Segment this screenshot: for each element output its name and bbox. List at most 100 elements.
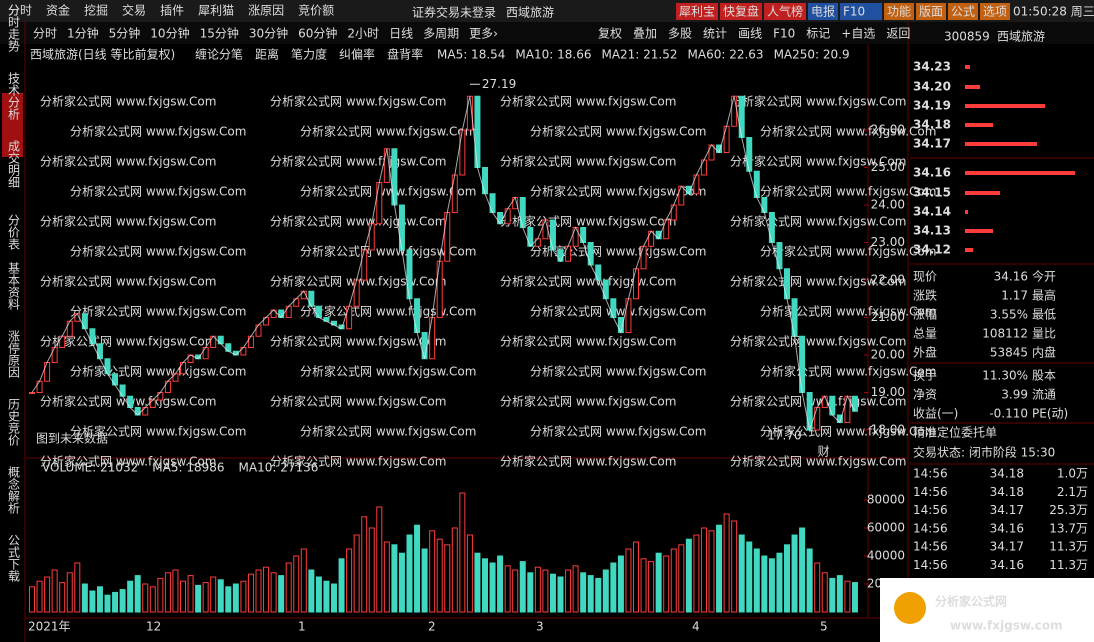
candle [799, 335, 806, 393]
menu-button[interactable]: 版面 [919, 5, 943, 19]
side-tab-active[interactable] [2, 93, 23, 157]
menu-button[interactable]: 人气榜 [767, 4, 803, 19]
volume-bar [723, 513, 730, 613]
side-tab[interactable]: 分时走势 [7, 4, 21, 52]
stat-label: 净资 [913, 388, 937, 402]
tool-button[interactable]: 多股 [668, 27, 692, 41]
candle [451, 174, 458, 213]
candle [444, 212, 451, 262]
menu-button-bg[interactable] [916, 3, 946, 20]
volume-bar [436, 538, 443, 613]
menu-button-bg[interactable] [764, 3, 806, 20]
menu-button-bg[interactable] [980, 3, 1010, 20]
period-tab[interactable]: 10分钟 [150, 26, 189, 41]
x-tick-label: 4 [692, 620, 700, 634]
x-tick-label: 3 [536, 620, 544, 634]
volume-bar [444, 544, 451, 613]
watermark: 分析家公式网 www.fxjgsw.Com [500, 454, 676, 469]
y-tick-label: 26.00 [871, 123, 905, 137]
low-label: 17.70 [767, 429, 801, 443]
period-tab[interactable]: 5分钟 [109, 26, 141, 41]
legend-entry: MA60: 22.63 [688, 48, 764, 62]
menu-button[interactable]: 公式 [951, 5, 975, 19]
period-tab[interactable]: 更多› [469, 27, 498, 41]
side-tab[interactable]: 概念解析 [7, 466, 21, 515]
tool-button[interactable]: F10 [773, 27, 795, 41]
side-tab[interactable]: 技术分析 [7, 72, 21, 121]
legend-entry: MA21: 21.52 [601, 48, 677, 62]
volume-bar [127, 580, 134, 613]
period-tab[interactable]: 多周期 [423, 27, 459, 41]
watermark: 分析家公式网 www.fxjgsw.Com [730, 214, 906, 229]
period-tab[interactable]: 日线 [389, 27, 413, 41]
volume-bar [391, 544, 398, 613]
menu-item[interactable]: 交易 [122, 3, 146, 18]
tool-button[interactable]: 统计 [703, 27, 727, 41]
menu-button-bg[interactable] [676, 3, 718, 20]
menu-button[interactable]: F10 [843, 5, 865, 19]
tool-button[interactable]: 画线 [738, 27, 762, 41]
menu-button[interactable]: 功能 [887, 5, 911, 19]
order-title[interactable]: 精准定位委托单 [913, 425, 997, 440]
menu-item[interactable]: 分时 [8, 4, 32, 18]
tool-button[interactable]: 复权 [598, 27, 622, 41]
menu-button[interactable]: 选项 [983, 5, 1007, 19]
menu-button[interactable]: 快复盘 [723, 4, 759, 19]
period-tab[interactable]: 分时 [33, 27, 57, 41]
side-tab[interactable]: 基本资料 [7, 262, 21, 310]
watermark: 分析家公式网 www.fxjgsw.Com [270, 94, 446, 109]
menu-item[interactable]: 涨原因 [248, 3, 284, 18]
period-tab[interactable]: 30分钟 [249, 26, 288, 41]
menu-item[interactable]: 犀利猫 [198, 4, 234, 18]
candle [497, 212, 504, 225]
menu-button-bg[interactable] [808, 3, 838, 20]
side-tab[interactable]: 成交明细 [7, 140, 21, 188]
volume-bar [187, 575, 194, 613]
watermark: 分析家公式网 www.fxjgsw.Com [270, 214, 446, 229]
period-tab[interactable]: 60分钟 [298, 26, 337, 41]
menu-item[interactable]: 插件 [160, 4, 184, 18]
menu-button-bg[interactable] [840, 3, 882, 20]
watermark: 分析家公式网 www.fxjgsw.Com [730, 394, 906, 409]
menu-item[interactable]: 挖掘 [84, 3, 108, 18]
volume-bar [474, 552, 481, 613]
side-tab[interactable]: 历史竞价 [7, 398, 21, 446]
menu-button-bg[interactable] [948, 3, 978, 20]
watermark: 分析家公式网 www.fxjgsw.Com [730, 454, 906, 469]
menu-button-bg[interactable] [884, 3, 914, 20]
indicator: 缠论分笔 [195, 47, 243, 62]
stat-value: 1.17 [1001, 289, 1028, 303]
y-tick-label: 21.00 [871, 310, 905, 324]
volume-bar [700, 527, 707, 613]
side-tab[interactable]: 分价表 [7, 214, 21, 250]
y-tick-label: 19.00 [871, 385, 905, 399]
tool-button[interactable]: 返回 [886, 27, 910, 41]
menu-button[interactable]: 电报 [811, 4, 835, 19]
watermark: 分析家公式网 www.fxjgsw.Com [300, 364, 476, 379]
trade-volume: 1.0万 [1057, 467, 1088, 481]
watermark: 分析家公式网 www.fxjgsw.Com [760, 424, 936, 439]
book-price: 34.19 [913, 99, 951, 113]
tool-button[interactable]: +自选 [841, 27, 875, 41]
candle [398, 204, 405, 251]
menu-item[interactable]: 竞价额 [298, 4, 334, 18]
tool-button[interactable]: 标记 [806, 27, 830, 41]
indicator: 距离 [255, 47, 279, 62]
side-tab[interactable]: 公式下载 [7, 534, 21, 583]
period-tab[interactable]: 1分钟 [67, 26, 99, 41]
tool-button[interactable]: 叠加 [633, 27, 657, 41]
volume-bar [232, 583, 239, 613]
period-tab[interactable]: 15分钟 [200, 26, 239, 41]
period-tab[interactable]: 2小时 [347, 27, 379, 41]
volume-bar [225, 586, 232, 613]
menu-item[interactable]: 资金 [46, 3, 70, 18]
candle [429, 317, 436, 360]
menu-button[interactable]: 犀利宝 [679, 5, 715, 19]
candle [504, 208, 511, 225]
watermark: 分析家公式网 www.fxjgsw.Com [530, 304, 706, 319]
volume-bar [625, 548, 632, 613]
menu-button-bg[interactable] [720, 3, 762, 20]
watermark: 分析家公式网 www.fxjgsw.Com [500, 394, 676, 409]
side-tab[interactable]: 涨停原因 [7, 329, 21, 378]
